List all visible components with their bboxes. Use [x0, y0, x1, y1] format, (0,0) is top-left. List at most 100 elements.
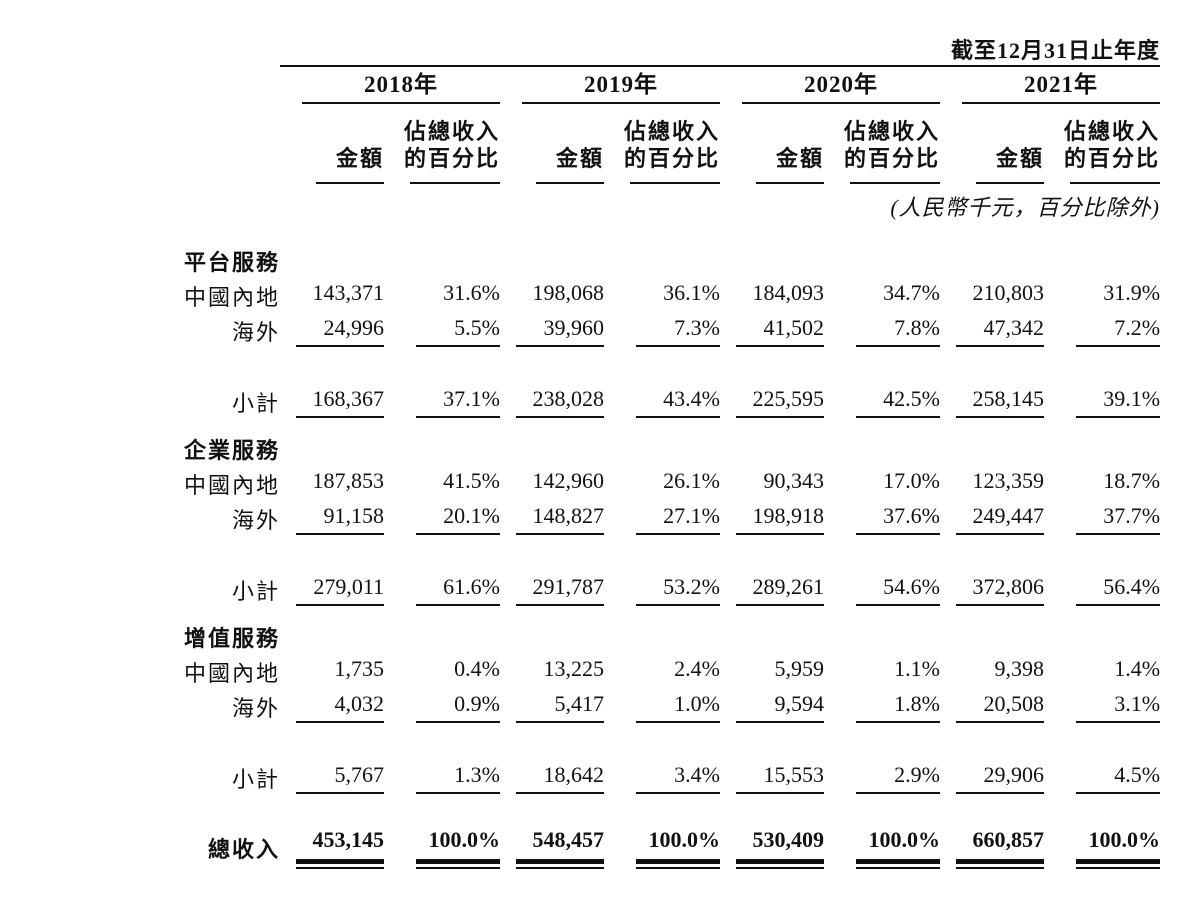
amount-value: 5,959	[774, 656, 825, 682]
percent-value: 18.7%	[1103, 468, 1161, 494]
amount-cell: 29,906	[940, 759, 1044, 794]
column-header-row: 金額 佔總收入 的百分比 金額 佔總收入 的百分比 金額 佔總收入 的百分比 金額 佔總收入 的百分比	[30, 104, 1161, 184]
percent-value: 34.7%	[883, 280, 940, 306]
percent-value: 42.5%	[856, 386, 940, 418]
percent-value: 26.1%	[663, 468, 720, 494]
row-label: 小計	[231, 579, 280, 605]
amount-cell: 18,642	[500, 759, 604, 794]
amount-value: 148,827	[516, 503, 604, 535]
amount-cell: 5,417	[500, 688, 604, 723]
percent-header-line1: 佔總收入	[1064, 119, 1161, 144]
year-label: 2019年	[522, 71, 720, 104]
amount-cell: 168,367	[280, 383, 384, 418]
percent-cell: 20.1%	[384, 500, 500, 535]
percent-cell: 34.7%	[824, 277, 940, 312]
percent-cell: 7.3%	[604, 312, 720, 347]
row-label: 海外	[231, 696, 280, 722]
amount-cell: 453,145	[280, 820, 384, 876]
percent-cell: 2.9%	[824, 759, 940, 794]
row-label: 總收入	[207, 837, 280, 863]
header-rule	[316, 182, 384, 184]
year-header-4: 2021年	[940, 66, 1161, 104]
percent-cell: 26.1%	[604, 465, 720, 500]
row-label-cell: 總收入	[30, 820, 280, 876]
data-row: 中國內地 1,735 0.4% 13,225 2.4% 5,959 1.1% 9,398 1.4…	[30, 653, 1160, 688]
percent-cell: 0.9%	[384, 688, 500, 723]
spacer-row	[30, 347, 1160, 383]
spacer-row	[30, 222, 1160, 242]
percent-cell: 0.4%	[384, 653, 500, 688]
row-label-cell: 海外	[30, 500, 280, 535]
subhead-row-spacer	[30, 104, 280, 184]
amount-cell: 289,261	[720, 571, 824, 606]
row-label-cell: 海外	[30, 688, 280, 723]
percent-value: 1.1%	[894, 656, 940, 682]
amount-value: 5,767	[296, 762, 384, 794]
percent-cell: 1.0%	[604, 688, 720, 723]
percent-value: 56.4%	[1076, 574, 1161, 606]
amount-cell: 148,827	[500, 500, 604, 535]
percent-cell: 37.1%	[384, 383, 500, 418]
percent-cell: 100.0%	[384, 820, 500, 876]
row-label-cell: 海外	[30, 312, 280, 347]
percent-cell: 3.1%	[1044, 688, 1161, 723]
percent-cell: 1.1%	[824, 653, 940, 688]
amount-value: 249,447	[956, 503, 1044, 535]
amount-cell: 5,959	[720, 653, 825, 688]
header-rule	[630, 182, 720, 184]
row-label-cell: 小計	[30, 759, 280, 794]
amount-value: 123,359	[972, 468, 1045, 494]
data-row: 海外 24,996 5.5% 39,960 7.3% 41,502 7.8% 47,342 7.…	[30, 312, 1161, 347]
percent-value: 3.1%	[1076, 691, 1161, 723]
spacer-row	[30, 535, 1160, 571]
header-rule	[536, 182, 604, 184]
amount-value: 142,960	[532, 468, 605, 494]
percent-value: 100.0%	[1076, 827, 1161, 869]
amount-cell: 238,028	[500, 383, 604, 418]
row-label: 中國內地	[183, 285, 280, 311]
year-header-2: 2019年	[500, 66, 720, 104]
amount-cell: 90,343	[720, 465, 825, 500]
amount-value: 291,787	[516, 574, 604, 606]
amount-value: 258,145	[956, 386, 1044, 418]
amount-cell: 279,011	[280, 571, 384, 606]
percent-value: 7.3%	[636, 315, 720, 347]
header-rule	[1070, 182, 1161, 184]
data-row: 海外 4,032 0.9% 5,417 1.0% 9,594 1.8% 20,508 3.1%	[30, 688, 1161, 723]
amount-value: 238,028	[516, 386, 604, 418]
title-row-spacer	[30, 26, 280, 66]
row-label: 海外	[231, 320, 280, 346]
percent-cell: 43.4%	[604, 383, 720, 418]
section-header-row: 企業服務	[30, 430, 1160, 465]
percent-cell: 42.5%	[824, 383, 940, 418]
year-header-1: 2018年	[280, 66, 500, 104]
row-label: 企業服務	[183, 438, 280, 464]
row-label: 小計	[231, 767, 280, 793]
amount-value: 372,806	[956, 574, 1044, 606]
amount-header-label: 金額	[555, 146, 604, 171]
row-label: 海外	[231, 508, 280, 534]
amount-cell: 123,359	[940, 465, 1045, 500]
row-label-cell: 中國內地	[30, 465, 280, 500]
percent-cell: 53.2%	[604, 571, 720, 606]
percent-cell: 18.7%	[1044, 465, 1160, 500]
percent-cell: 5.5%	[384, 312, 500, 347]
amount-cell: 15,553	[720, 759, 824, 794]
amount-value: 168,367	[296, 386, 384, 418]
percent-cell: 4.5%	[1044, 759, 1161, 794]
spacer-row	[30, 723, 1160, 759]
percent-value: 100.0%	[856, 827, 940, 869]
amount-cell: 47,342	[940, 312, 1044, 347]
amount-cell: 187,853	[280, 465, 385, 500]
year-label: 2020年	[742, 71, 940, 104]
percent-value: 1.4%	[1114, 656, 1161, 682]
spacer-row	[30, 606, 1160, 618]
row-label-cell: 增值服務	[30, 618, 280, 653]
percent-cell: 54.6%	[824, 571, 940, 606]
amount-value: 20,508	[956, 691, 1044, 723]
amount-value: 13,225	[543, 656, 605, 682]
amount-cell: 143,371	[280, 277, 385, 312]
year-label: 2021年	[962, 71, 1161, 104]
amount-value: 91,158	[296, 503, 384, 535]
percent-cell: 100.0%	[824, 820, 940, 876]
